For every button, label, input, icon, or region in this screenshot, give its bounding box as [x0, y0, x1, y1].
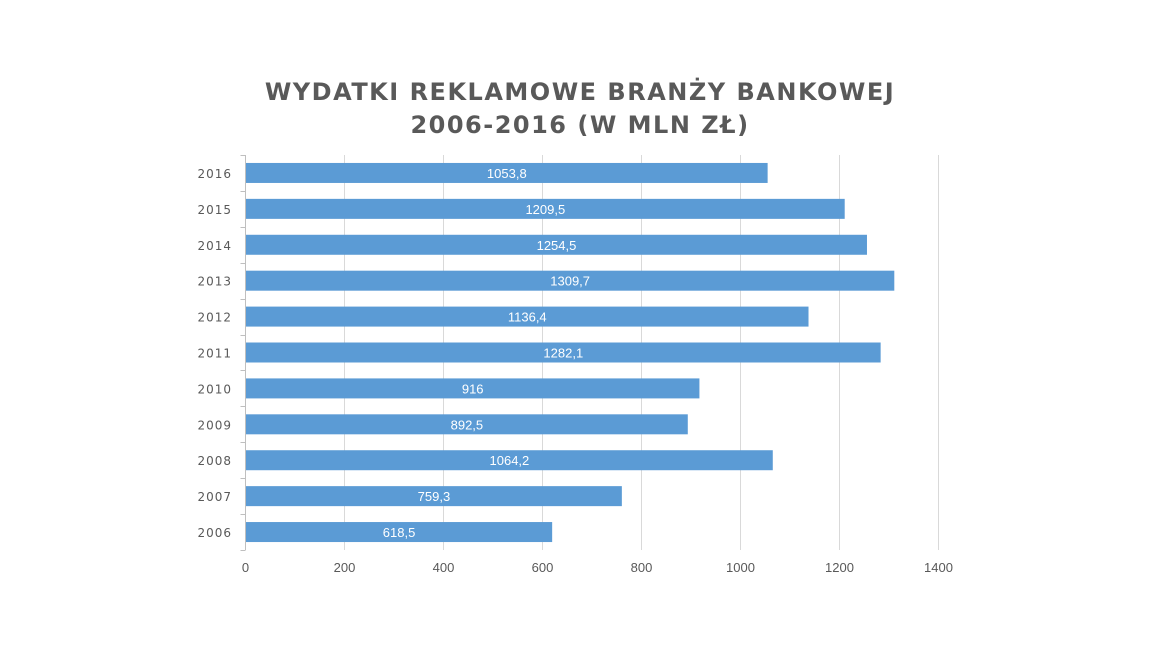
y-tick-label-2014: 2014 — [197, 239, 232, 253]
y-axis-ticks: 2016 2015 2014 2013 2012 2011 2010 2009 2008 2007… — [197, 167, 232, 540]
chart-title-line-2: 2006-2016 (W MLN ZŁ) — [410, 111, 750, 139]
y-tick-label-2008: 2008 — [197, 454, 232, 468]
data-label-2011: 1282,1 — [543, 346, 583, 361]
bar-2008 — [246, 450, 773, 471]
data-label-2014: 1254,5 — [537, 238, 577, 253]
bar-2014 — [246, 234, 867, 255]
chart-title: WYDATKI REKLAMOWE BRANŻY BANKOWEJ 2006-2… — [0, 76, 1160, 142]
bars — [246, 162, 895, 543]
data-label-2008: 1064,2 — [490, 453, 530, 468]
y-tick-label-2007: 2007 — [197, 490, 232, 504]
data-label-2016: 1053,8 — [487, 166, 527, 181]
x-tick-label: 1000 — [726, 560, 755, 575]
bar-2016 — [246, 162, 768, 183]
x-tick-label: 1400 — [924, 560, 953, 575]
bar-2010 — [246, 378, 700, 399]
data-label-2015: 1209,5 — [525, 202, 565, 217]
y-tick-label-2009: 2009 — [197, 418, 232, 432]
bar-2009 — [246, 414, 688, 435]
x-tick-label: 800 — [631, 560, 653, 575]
data-label-2013: 1309,7 — [550, 274, 590, 289]
bar-2007 — [246, 486, 622, 507]
bar-2015 — [246, 198, 845, 219]
x-tick-label: 200 — [334, 560, 356, 575]
y-tick-label-2010: 2010 — [197, 382, 232, 396]
bar-2006 — [246, 522, 553, 543]
y-tick-label-2006: 2006 — [197, 526, 232, 540]
data-label-2012: 1136,4 — [508, 310, 547, 325]
bar-2013 — [246, 270, 895, 291]
y-tick-label-2016: 2016 — [197, 167, 232, 181]
x-axis-ticks: 0 200 400 600 800 1000 1200 1400 — [242, 560, 953, 575]
chart-title-line-1: WYDATKI REKLAMOWE BRANŻY BANKOWEJ — [264, 78, 896, 106]
gridlines — [240, 155, 939, 551]
data-label-2007: 759,3 — [418, 489, 451, 504]
y-tick-label-2011: 2011 — [197, 347, 232, 361]
bar-2011 — [246, 342, 881, 363]
data-label-2010: 916 — [462, 381, 484, 396]
x-tick-label: 400 — [433, 560, 455, 575]
y-tick-label-2012: 2012 — [197, 311, 232, 325]
data-label-2006: 618,5 — [383, 525, 416, 540]
y-tick-label-2015: 2015 — [197, 203, 232, 217]
y-tick-label-2013: 2013 — [197, 275, 232, 289]
data-label-2009: 892,5 — [451, 417, 484, 432]
x-tick-label: 0 — [242, 560, 249, 575]
data-labels: 1053,8 1209,5 1254,5 1309,7 1136,4 1282,1 916 8… — [383, 166, 590, 540]
bar-2012 — [246, 306, 809, 327]
x-tick-label: 1200 — [825, 560, 854, 575]
x-tick-label: 600 — [532, 560, 554, 575]
